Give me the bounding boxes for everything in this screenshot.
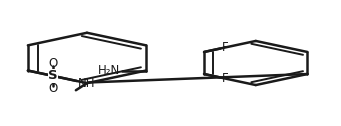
Text: O: O bbox=[48, 57, 58, 70]
Text: F: F bbox=[222, 72, 229, 85]
Text: F: F bbox=[222, 41, 229, 54]
Text: O: O bbox=[48, 82, 58, 95]
Text: NH: NH bbox=[78, 77, 95, 90]
Text: S: S bbox=[48, 69, 58, 82]
Text: H₂N: H₂N bbox=[98, 64, 120, 77]
